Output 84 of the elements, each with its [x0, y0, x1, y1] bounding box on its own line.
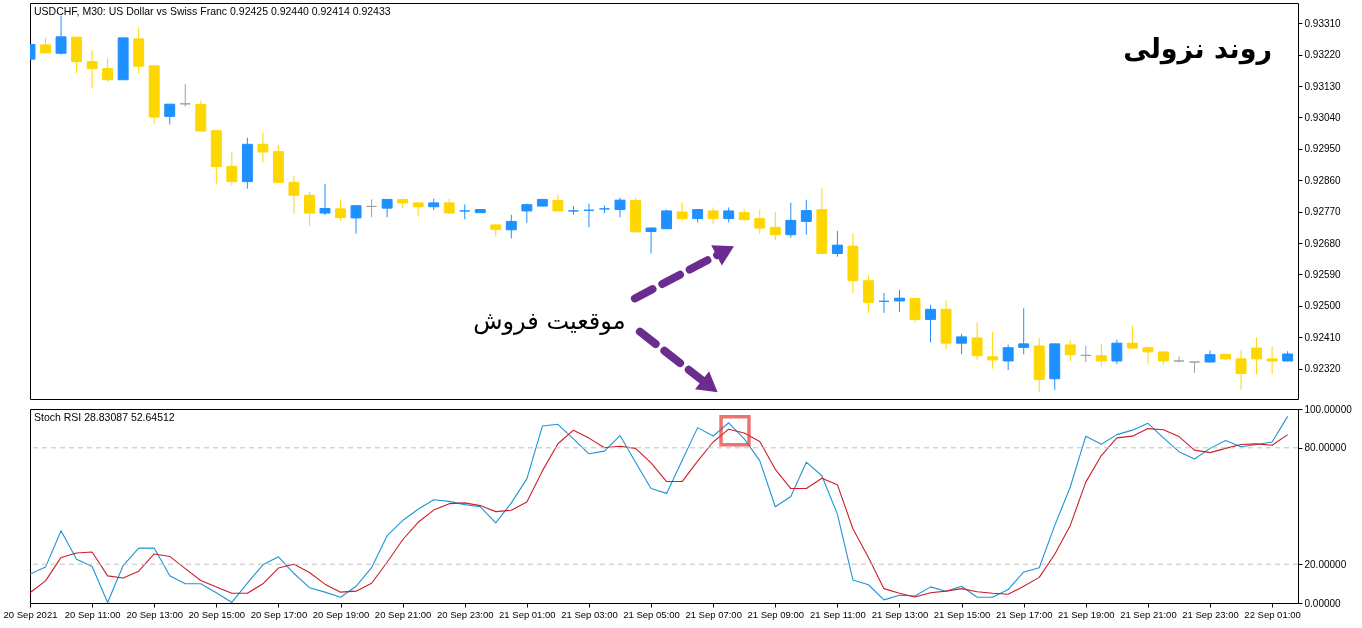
x-tick-label: 20 Sep 2021: [3, 608, 58, 620]
x-tick-label: 21 Sep 19:00: [1058, 608, 1115, 620]
x-tick-label: 21 Sep 05:00: [623, 608, 680, 620]
y-tick-label: 0.92860: [1304, 174, 1342, 186]
x-tick-label: 21 Sep 01:00: [499, 608, 556, 620]
candlestick: [583, 203, 595, 228]
candlestick: [179, 83, 191, 108]
candlestick: [862, 274, 874, 314]
candlestick: [1235, 349, 1247, 391]
candlestick: [987, 331, 999, 370]
candlestick: [1266, 345, 1278, 375]
x-tick-label: 21 Sep 03:00: [561, 608, 618, 620]
x-tick-label: 20 Sep 17:00: [250, 608, 308, 620]
y-tick-label: 0.93220: [1304, 49, 1342, 61]
y-tick-label: 0.92590: [1304, 268, 1342, 280]
candlestick: [676, 201, 688, 222]
y-tick-label: 0.92500: [1304, 300, 1342, 312]
x-tick-label: 21 Sep 23:00: [1182, 608, 1239, 620]
y-tick-label: 100.00000: [1304, 403, 1353, 415]
x-tick-label: 21 Sep 13:00: [871, 608, 929, 620]
candlestick: [257, 131, 269, 164]
y-tick-label: 0.92680: [1304, 237, 1342, 249]
candlestick: [1095, 343, 1107, 367]
candlestick: [350, 205, 362, 235]
y-tick-label: 0.92410: [1304, 331, 1342, 343]
annotation: موقعیت فروش: [473, 306, 626, 335]
x-tick-label: 21 Sep 09:00: [747, 608, 805, 620]
candlestick: [288, 175, 300, 215]
candlestick: [894, 289, 905, 313]
candlestick: [1018, 307, 1030, 355]
candlestick: [319, 183, 331, 216]
candlestick: [1002, 344, 1014, 371]
y-tick-label: 0.92770: [1304, 206, 1342, 218]
candlestick: [1173, 355, 1185, 363]
x-tick-label: 20 Sep 11:00: [64, 608, 121, 620]
candlestick: [226, 151, 238, 186]
candlestick: [878, 292, 890, 314]
candlestick: [335, 199, 346, 222]
y-tick-label: 0.92950: [1304, 143, 1342, 155]
annotation: روند نزولی: [1123, 33, 1272, 65]
x-tick-label: 20 Sep 15:00: [188, 608, 246, 620]
candlestick: [1251, 337, 1263, 375]
candlestick: [505, 214, 517, 240]
chart-title: Stoch RSI 28.83087 52.64512: [34, 411, 175, 423]
y-tick-label: 20.00000: [1304, 558, 1347, 570]
y-tick-label: 0.00000: [1304, 597, 1342, 609]
x-tick-label: 21 Sep 15:00: [933, 608, 991, 620]
y-tick-label: 0.93130: [1304, 80, 1342, 92]
candlestick: [800, 199, 812, 236]
x-tick-label: 20 Sep 19:00: [312, 608, 370, 620]
chart-title: USDCHF, M30: US Dollar vs Swiss Franc 0.92425 0.92440 0.92414 0.92433: [34, 5, 391, 17]
candlestick: [1111, 339, 1123, 365]
candlestick: [86, 49, 98, 89]
candlestick: [55, 15, 67, 56]
candlestick: [614, 197, 626, 218]
candlestick: [785, 202, 797, 239]
x-tick-label: 21 Sep 17:00: [995, 608, 1053, 620]
x-tick-label: 20 Sep 23:00: [436, 608, 494, 620]
candlestick: [381, 198, 393, 218]
candlestick: [925, 304, 937, 343]
candlestick: [909, 297, 921, 324]
x-tick-label: 22 Sep 01:00: [1244, 608, 1301, 620]
candlestick: [754, 209, 766, 235]
x-tick-label: 21 Sep 07:00: [685, 608, 742, 620]
candlestick: [1142, 346, 1154, 365]
x-tick-label: 21 Sep 21:00: [1120, 608, 1177, 620]
candlestick: [956, 333, 968, 355]
y-tick-label: 0.93040: [1304, 111, 1342, 123]
candlestick: [769, 211, 781, 241]
x-tick-label: 20 Sep 21:00: [374, 608, 432, 620]
y-tick-label: 0.92320: [1304, 363, 1342, 375]
candlestick: [971, 322, 983, 361]
candlestick: [1064, 339, 1076, 362]
candlestick: [831, 230, 843, 258]
candlestick: [1080, 345, 1092, 363]
y-tick-label: 0.93310: [1304, 17, 1342, 29]
candlestick: [366, 198, 378, 218]
candlestick: [102, 57, 114, 83]
candlestick: [304, 191, 315, 227]
x-tick-label: 21 Sep 11:00: [809, 608, 866, 620]
candlestick: [1189, 361, 1200, 374]
y-tick-label: 80.00000: [1304, 442, 1347, 454]
candlestick: [164, 103, 176, 125]
x-tick-label: 20 Sep 13:00: [126, 608, 183, 620]
